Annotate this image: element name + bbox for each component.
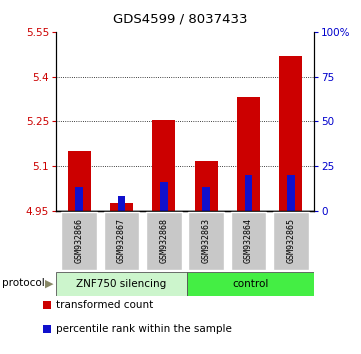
Text: GSM932864: GSM932864: [244, 218, 253, 263]
Bar: [104, 212, 139, 270]
Bar: [118, 196, 125, 211]
Text: GDS4599 / 8037433: GDS4599 / 8037433: [113, 12, 248, 25]
Bar: [195, 161, 218, 211]
Bar: [188, 212, 224, 270]
Text: ZNF750 silencing: ZNF750 silencing: [77, 279, 167, 289]
Text: transformed count: transformed count: [56, 300, 153, 310]
Bar: [237, 97, 260, 211]
Bar: [160, 182, 168, 211]
Bar: [203, 187, 210, 211]
Text: GSM932866: GSM932866: [75, 218, 84, 263]
Bar: [245, 175, 252, 211]
Bar: [279, 56, 303, 211]
Text: percentile rank within the sample: percentile rank within the sample: [56, 324, 231, 334]
Bar: [56, 272, 187, 296]
Text: protocol: protocol: [2, 278, 44, 288]
Bar: [231, 212, 266, 270]
Bar: [61, 212, 97, 270]
Bar: [68, 151, 91, 211]
Bar: [187, 272, 314, 296]
Bar: [75, 187, 83, 211]
Bar: [273, 212, 309, 270]
Text: GSM932865: GSM932865: [286, 218, 295, 263]
Bar: [152, 120, 175, 211]
Text: ▶: ▶: [45, 278, 53, 288]
Text: GSM932867: GSM932867: [117, 218, 126, 263]
Text: control: control: [232, 279, 269, 289]
Text: GSM932863: GSM932863: [202, 218, 211, 263]
Bar: [110, 203, 133, 211]
Bar: [287, 175, 295, 211]
Bar: [146, 212, 182, 270]
Text: GSM932868: GSM932868: [159, 218, 168, 263]
